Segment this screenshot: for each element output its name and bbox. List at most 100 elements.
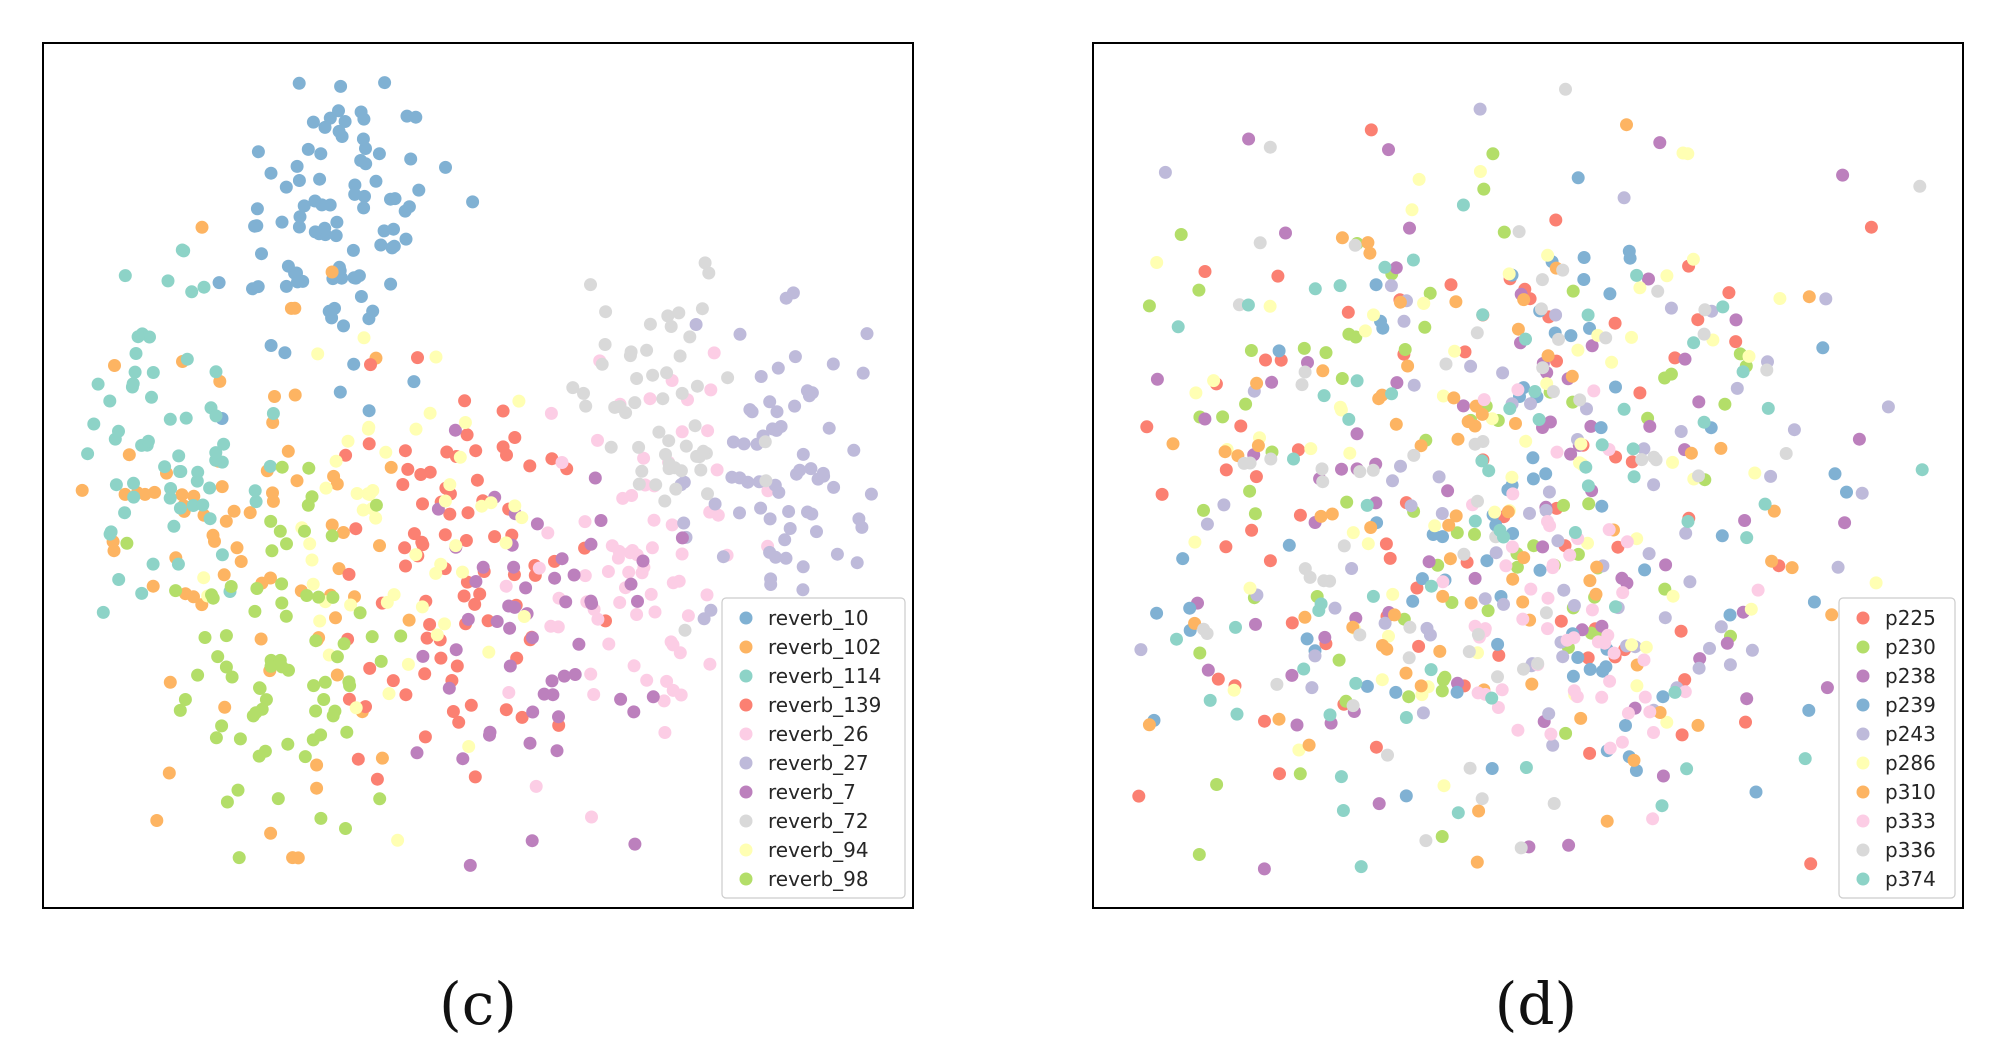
scatter-point-p239: [1571, 651, 1585, 664]
scatter-point-reverb_114: [161, 274, 175, 288]
scatter-point-reverb_139: [351, 752, 365, 766]
legend-d: p225 p230 p238 p239 p243 p286 p310 p333 p336 p374: [1838, 597, 1956, 899]
scatter-point-reverb_98: [224, 580, 238, 593]
scatter-point-reverb_72: [566, 381, 580, 395]
scatter-point-reverb_7: [469, 575, 483, 588]
scatter-point-p374: [1482, 464, 1496, 478]
scatter-point-p243: [1679, 526, 1693, 540]
scatter-point-p225: [1549, 213, 1563, 227]
scatter-point-p374: [1680, 762, 1694, 776]
scatter-point-reverb_98: [219, 629, 233, 643]
scatter-point-reverb_10: [347, 357, 361, 371]
scatter-point-p243: [1692, 661, 1706, 675]
scatter-point-p374: [1385, 387, 1399, 401]
scatter-point-reverb_7: [628, 837, 642, 851]
scatter-point-reverb_10: [362, 404, 376, 418]
scatter-point-p310: [1684, 446, 1698, 460]
scatter-point-reverb_102: [291, 851, 305, 865]
scatter-point-reverb_102: [217, 568, 231, 582]
scatter-point-p310: [1389, 417, 1403, 431]
scatter-point-reverb_139: [342, 567, 356, 581]
scatter-point-p286: [1744, 602, 1758, 616]
scatter-point-p239: [1176, 552, 1190, 566]
scatter-point-reverb_102: [281, 444, 295, 458]
scatter-point-reverb_27: [864, 487, 878, 501]
scatter-point-reverb_10: [407, 375, 421, 389]
legend-marker-reverb_98: [739, 872, 753, 886]
scatter-point-p374: [1287, 452, 1300, 466]
scatter-point-reverb_72: [659, 448, 672, 461]
scatter-point-reverb_94: [349, 701, 363, 715]
scatter-point-p374: [1798, 752, 1812, 766]
scatter-point-p230: [1497, 225, 1511, 239]
scatter-point-p374: [1716, 300, 1730, 314]
scatter-point-p333: [1541, 622, 1554, 636]
scatter-point-reverb_114: [112, 573, 126, 586]
scatter-point-p374: [1333, 279, 1347, 293]
scatter-point-reverb_72: [696, 444, 710, 458]
scatter-point-reverb_72: [579, 399, 593, 413]
legend-marker-reverb_102: [739, 640, 753, 654]
scatter-point-p286: [1188, 535, 1202, 549]
scatter-point-p310: [1449, 295, 1463, 309]
scatter-point-p239: [1150, 606, 1164, 620]
scatter-point-reverb_72: [652, 425, 666, 439]
scatter-point-reverb_7: [456, 752, 470, 766]
scatter-point-p243: [1617, 191, 1631, 205]
scatter-point-reverb_98: [275, 577, 289, 591]
scatter-point-p310: [1414, 679, 1428, 693]
scatter-point-reverb_114: [96, 605, 110, 619]
scatter-point-reverb_10: [264, 339, 278, 352]
scatter-point-reverb_7: [588, 471, 602, 485]
scatter-point-p243: [1683, 575, 1697, 589]
scatter-point-p286: [1428, 519, 1442, 533]
scatter-point-p239: [1629, 764, 1643, 777]
scatter-point-p336: [1698, 303, 1712, 317]
scatter-point-reverb_102: [108, 359, 121, 372]
scatter-point-p333: [1477, 393, 1491, 407]
scatter-point-p230: [1664, 367, 1678, 381]
scatter-point-reverb_102: [230, 541, 244, 555]
scatter-point-reverb_26: [637, 451, 651, 465]
scatter-point-reverb_27: [788, 350, 802, 364]
scatter-point-reverb_98: [298, 524, 311, 538]
scatter-point-p243: [1723, 658, 1737, 672]
scatter-point-p286: [1436, 389, 1450, 403]
scatter-point-reverb_98: [298, 750, 312, 764]
scatter-point-p336: [1353, 628, 1367, 642]
scatter-point-reverb_98: [173, 703, 187, 717]
scatter-point-reverb_10: [292, 174, 306, 187]
scatter-point-p286: [1333, 400, 1347, 414]
legend-label-reverb_114: reverb_114: [768, 664, 881, 688]
scatter-point-p230: [1197, 503, 1210, 517]
scatter-point-p243: [1200, 517, 1214, 531]
scatter-point-p239: [1623, 251, 1637, 265]
scatter-point-p310: [1541, 349, 1555, 363]
scatter-point-p336: [1651, 284, 1665, 298]
scatter-point-reverb_139: [499, 703, 513, 717]
scatter-point-reverb_72: [694, 463, 708, 477]
scatter-point-p374: [1519, 761, 1533, 774]
scatter-point-p336: [1539, 606, 1553, 620]
scatter-point-reverb_10: [292, 220, 306, 234]
scatter-point-p239: [1802, 703, 1816, 717]
legend-label-p374: p374: [1885, 867, 1936, 891]
scatter-point-p243: [1647, 478, 1661, 492]
scatter-point-reverb_7: [507, 560, 521, 574]
scatter-point-reverb_98: [219, 660, 233, 674]
scatter-point-p243: [1745, 643, 1759, 657]
scatter-point-p336: [1366, 463, 1380, 477]
scatter-point-reverb_10: [354, 290, 368, 303]
scatter-point-reverb_26: [704, 383, 718, 397]
scatter-point-p333: [1563, 548, 1577, 562]
scatter-point-p333: [1602, 523, 1616, 537]
scatter-point-p239: [1638, 563, 1652, 577]
scatter-point-p336: [1462, 645, 1476, 659]
scatter-point-reverb_94: [512, 394, 526, 408]
scatter-point-reverb_94: [429, 350, 443, 364]
scatter-point-p336: [1536, 361, 1550, 375]
scatter-point-p310: [1785, 561, 1799, 575]
scatter-point-reverb_26: [666, 576, 680, 590]
scatter-point-reverb_26: [700, 588, 714, 602]
scatter-point-reverb_10: [338, 115, 352, 128]
